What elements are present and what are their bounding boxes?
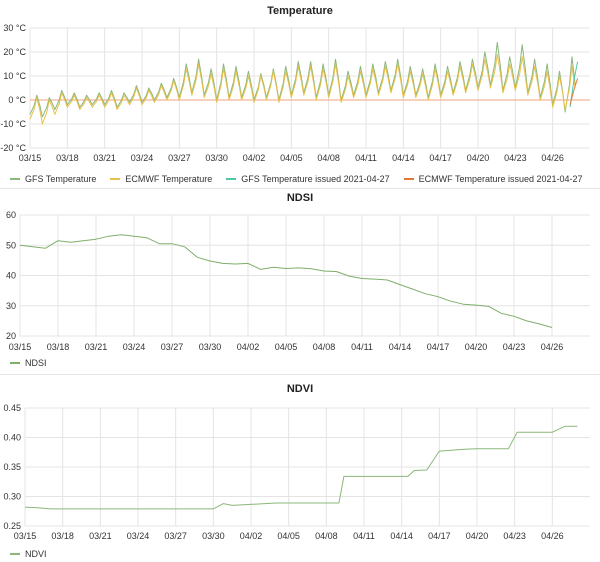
x-tick-label: 03/21 [89, 531, 112, 541]
y-tick-label: 30 [6, 301, 16, 311]
legend-item[interactable]: GFS Temperature [10, 174, 96, 184]
x-tick-label: 03/21 [85, 342, 108, 352]
ndsi-panel: NDSI 60 50 40 30 20 03/15 03/18 03/21 03/24 03/27… [0, 188, 600, 373]
x-tick-label: 03/18 [47, 342, 70, 352]
x-tick-label: 04/05 [277, 531, 300, 541]
y-tick-label: 50 [6, 240, 16, 250]
x-tick-label: 04/26 [541, 531, 564, 541]
temperature-chart: 30 °C 20 °C 10 °C 0 °C -10 °C -20 °C03/15 03/1… [0, 23, 590, 163]
temperature-panel: Temperature 30 °C 20 °C 10 °C 0 °C -10 °C -20… [0, 0, 600, 188]
x-tick-label: 03/24 [127, 531, 150, 541]
series-line-ecmwf_issued [569, 78, 579, 105]
x-tick-label: 04/20 [466, 531, 489, 541]
x-tick-label: 04/11 [351, 342, 373, 352]
x-tick-label: 04/23 [503, 531, 526, 541]
temperature-legend: GFS Temperature ECMWF Temperature GFS Temp… [10, 172, 597, 184]
series-line-ndsi [19, 234, 553, 328]
legend-item[interactable]: GFS Temperature issued 2021-04-27 [226, 174, 390, 184]
series-line-ecmwf [29, 53, 576, 125]
legend-swatch [10, 553, 20, 555]
x-tick-label: 03/18 [56, 153, 79, 163]
x-tick-label: 03/21 [93, 153, 116, 163]
x-tick-label: 03/15 [14, 531, 37, 541]
y-tick-label: 30 °C [3, 23, 26, 33]
legend-item[interactable]: ECMWF Temperature issued 2021-04-27 [403, 174, 583, 184]
x-tick-label: 04/14 [390, 531, 413, 541]
legend-item[interactable]: NDSI [10, 358, 47, 368]
legend-label: GFS Temperature issued 2021-04-27 [241, 174, 390, 184]
legend-swatch [10, 362, 20, 364]
series-line-gfs [29, 41, 576, 118]
x-tick-label: 04/17 [429, 153, 452, 163]
ndsi-title: NDSI [286, 192, 314, 204]
x-tick-label: 04/08 [317, 153, 340, 163]
ndsi-legend: NDSI [10, 356, 61, 368]
legend-label: ECMWF Temperature [125, 174, 213, 184]
legend-swatch [110, 178, 121, 180]
x-tick-label: 03/27 [164, 531, 187, 541]
y-tick-label: 0.45 [3, 403, 21, 413]
x-tick-label: 04/26 [541, 342, 564, 352]
x-tick-label: 04/20 [467, 153, 490, 163]
x-tick-label: 04/20 [465, 342, 488, 352]
legend-swatch [10, 178, 20, 180]
temperature-title: Temperature [267, 5, 333, 17]
y-tick-label: 0 °C [8, 95, 26, 105]
y-tick-label: 0.40 [3, 433, 21, 443]
x-tick-label: 04/26 [541, 153, 564, 163]
legend-swatch [226, 178, 237, 180]
x-tick-label: 04/08 [315, 531, 338, 541]
legend-label: ECMWF Temperature issued 2021-04-27 [418, 174, 583, 184]
y-tick-label: 20 °C [3, 47, 26, 57]
x-tick-label: 04/02 [237, 342, 260, 352]
x-tick-label: 04/17 [428, 531, 451, 541]
x-tick-label: 04/17 [427, 342, 450, 352]
x-tick-label: 03/24 [123, 342, 146, 352]
x-tick-label: 04/11 [353, 531, 375, 541]
legend-label: NDVI [25, 549, 47, 559]
y-tick-label: -20 °C [0, 143, 26, 153]
y-tick-label: 40 [6, 271, 16, 281]
x-tick-label: 04/23 [503, 342, 526, 352]
legend-item[interactable]: NDVI [10, 549, 47, 559]
x-tick-label: 04/02 [240, 531, 263, 541]
legend-label: NDSI [25, 358, 47, 368]
x-tick-label: 03/30 [199, 342, 222, 352]
legend-label: GFS Temperature [25, 174, 97, 184]
y-tick-label: 0.30 [3, 492, 21, 502]
y-tick-label: 20 [6, 331, 16, 341]
x-tick-label: 04/14 [392, 153, 415, 163]
x-tick-label: 03/27 [168, 153, 191, 163]
x-tick-label: 03/30 [205, 153, 228, 163]
x-tick-label: 04/02 [243, 153, 266, 163]
x-tick-label: 04/23 [504, 153, 527, 163]
x-tick-label: 04/14 [389, 342, 412, 352]
x-tick-label: 04/11 [355, 153, 377, 163]
y-tick-label: 0.25 [3, 521, 21, 531]
x-tick-label: 03/18 [51, 531, 74, 541]
x-tick-label: 04/05 [280, 153, 303, 163]
x-tick-label: 03/30 [202, 531, 225, 541]
y-tick-label: -10 °C [0, 119, 26, 129]
x-tick-label: 03/15 [9, 342, 32, 352]
legend-swatch [403, 178, 414, 180]
x-tick-label: 04/08 [313, 342, 336, 352]
x-tick-label: 04/05 [275, 342, 298, 352]
y-tick-label: 10 °C [3, 71, 26, 81]
y-tick-label: 0.35 [3, 462, 21, 472]
x-tick-label: 03/15 [19, 153, 42, 163]
y-tick-label: 60 [6, 210, 16, 220]
x-tick-label: 03/27 [161, 342, 184, 352]
x-tick-label: 03/24 [131, 153, 154, 163]
series-line-ndvi [24, 425, 578, 510]
ndvi-panel: NDVI 0.45 0.40 0.35 0.30 0.25 03/15 03/18 03/21… [0, 374, 600, 562]
legend-item[interactable]: ECMWF Temperature [110, 174, 212, 184]
ndvi-title: NDVI [286, 383, 314, 395]
ndvi-legend: NDVI [10, 547, 61, 559]
